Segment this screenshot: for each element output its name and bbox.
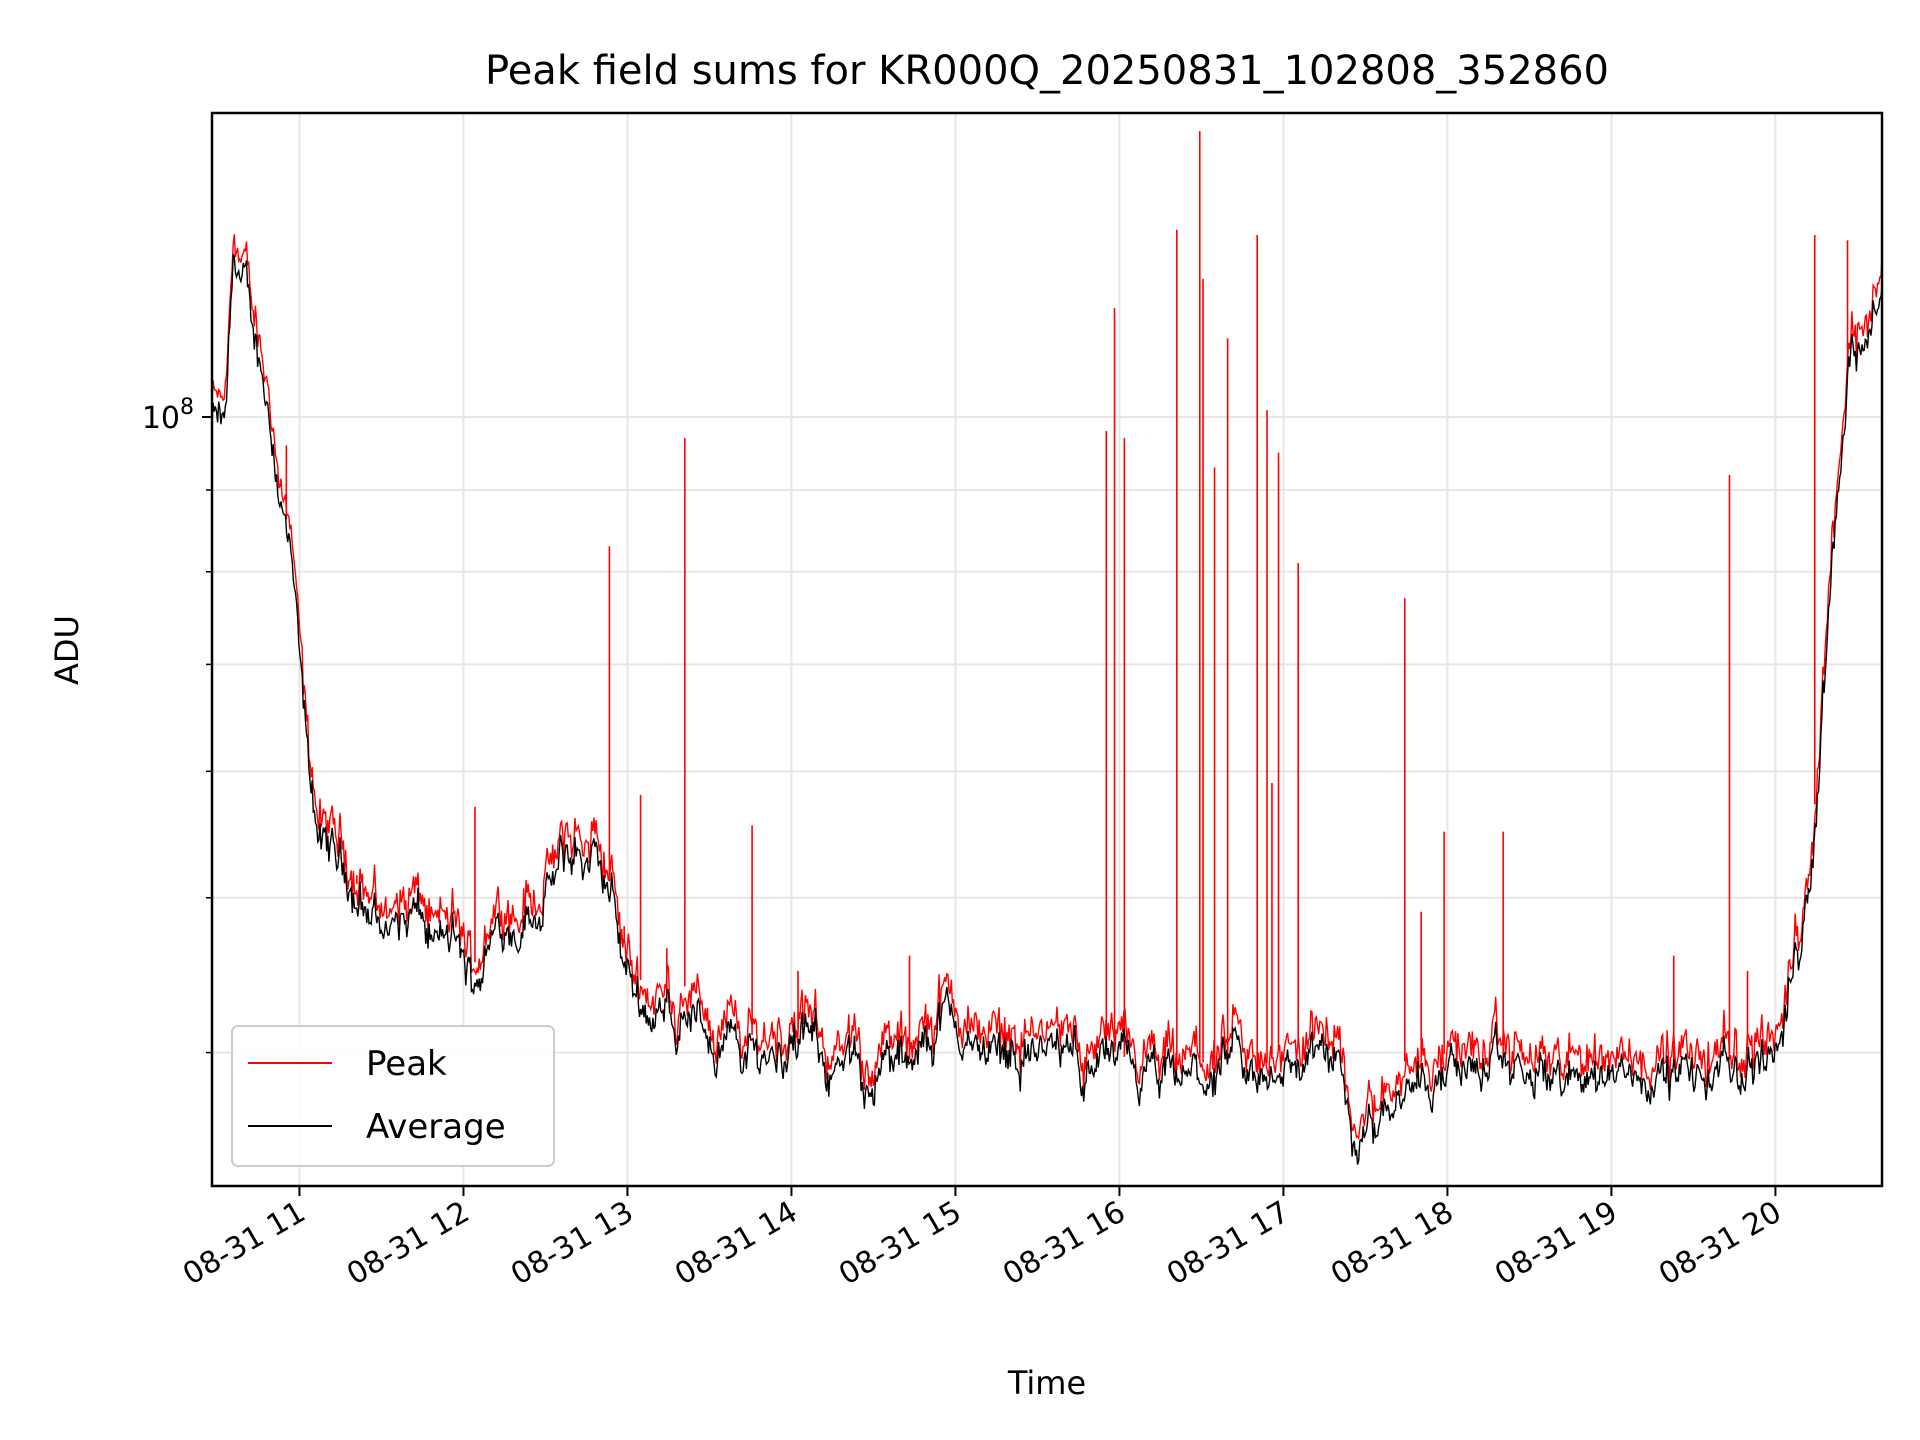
- legend: Peak Average: [231, 1025, 555, 1167]
- plot-area-frame: [210, 111, 1884, 1188]
- legend-label-average: Average: [366, 1107, 506, 1147]
- peak-series-line: [212, 234, 1882, 1141]
- legend-box: [231, 1025, 555, 1167]
- y-axis-title: ADU: [48, 615, 86, 685]
- average-series-line: [212, 253, 1882, 1165]
- legend-label-peak: Peak: [366, 1044, 447, 1084]
- series-layer: [212, 131, 1882, 1165]
- grid-layer: [212, 113, 1882, 1186]
- chart-title: Peak field sums for KR000Q_20250831_1028…: [485, 48, 1609, 94]
- x-axis-title: Time: [1007, 1364, 1086, 1402]
